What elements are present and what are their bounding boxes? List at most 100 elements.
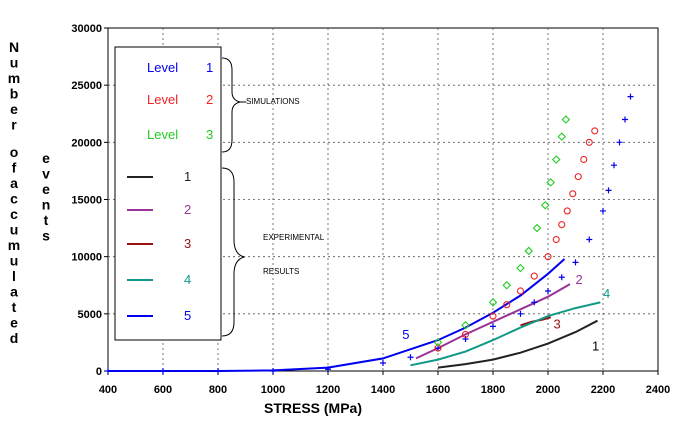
legend-label-experimental-4: 4 [184,272,191,287]
y-axis-label-char: e [10,315,18,331]
y-tick-label: 30000 [71,23,102,35]
y-tick-label: 25000 [71,80,102,92]
legend-label-level-1: Level [147,60,178,75]
simulation-level-3-point [502,280,512,290]
simulation-level-2-point [516,287,525,295]
legend-number-level-3: 3 [206,127,213,142]
simulation-level-2-point [585,138,593,146]
y-axis-label-char: s [42,228,50,244]
simulation-level-2-point [489,312,497,320]
simulation-level-1-point [611,162,617,169]
legend-label-level-2: Level [147,92,178,107]
simulation-level-3-point [551,155,561,164]
simulation-level-3-point [546,178,556,187]
curve-label-1: 1 [592,338,599,353]
legend: Level 1 Level 2 Level 3 1 2 3 4 5 [127,60,213,323]
legend-label-experimental-1: 1 [184,169,191,184]
tick-labels: 400 600 800 1000 1200 1400 1600 1800 2000 2200 240… [71,23,670,396]
y-axis-label-char: c [10,206,18,222]
curve-label-4: 4 [603,286,610,301]
simulation-level-2-point [580,155,588,164]
simulations-annotation: SIMULATIONS [246,97,300,106]
y-axis-label-char: n [42,197,51,213]
experimental-series-5-line [108,258,566,372]
y-tick-label: 5000 [78,309,102,321]
x-tick-label: 1800 [481,384,505,396]
simulation-level-2-point [574,173,582,181]
simulation-level-1-point [558,274,565,281]
simulation-level-1-point [160,368,166,374]
y-axis-label-char: l [12,268,16,284]
simulation-level-3-point [488,298,498,307]
simulation-level-2-point [563,207,571,215]
simulation-level-3-point [540,200,550,210]
simulation-level-1-point [545,287,551,294]
simulation-level-2-point [558,221,566,229]
legend-braces [221,57,246,337]
simulation-level-3-point [561,115,571,124]
simulation-level-3-point [433,338,443,347]
curve-labels: 1 2 3 4 5 [402,272,610,353]
x-tick-label: 400 [99,384,117,396]
y-axis-label-char: a [10,175,18,191]
y-axis-label-char: c [10,191,18,207]
experimental-series-1-line [437,319,598,369]
y-axis-label-char: m [8,237,20,253]
y-axis-label-char: b [10,86,19,102]
x-axis-label: STRESS (MPa) [264,400,362,416]
x-tick-label: 1000 [261,384,285,396]
y-tick-label: 15000 [71,195,102,207]
x-tick-label: 2200 [591,384,615,396]
simulation-level-1-point [627,93,634,100]
simulation-level-3-point [532,223,542,233]
simulation-level-1-point [407,354,414,361]
simulation-level-1-point [616,139,623,146]
simulation-level-1-point [572,259,579,266]
simulation-level-1-point [325,366,331,373]
x-tick-label: 600 [154,384,172,396]
y-axis-label-char: t [12,299,17,315]
simulation-level-2-point [591,127,599,135]
y-axis-label-char: o [10,144,19,160]
curve-label-2: 2 [576,272,583,287]
simulation-level-3-point [461,320,470,330]
simulation-level-2-point [544,253,552,261]
legend-label-experimental-3: 3 [184,236,191,251]
legend-label-level-3: Level [147,127,178,142]
x-tick-label: 1200 [316,384,340,396]
simulation-level-3-point [524,246,534,256]
experimental-annotation: EXPERIMENTAL [263,233,325,242]
results-annotation: RESULTS [263,267,299,276]
y-axis-label-char: d [10,330,19,346]
simulation-level-2-point [461,330,470,338]
y-tick-label: 20000 [71,137,102,149]
simulation-level-1-point [270,368,276,374]
simulation-level-1-point [605,187,612,194]
y-axis-label-char: t [44,212,49,228]
legend-label-experimental-2: 2 [184,202,191,217]
experimental-brace [221,167,246,337]
legend-box [114,46,222,341]
y-axis-label-char: u [10,222,19,238]
simulation-level-2-point [503,301,511,309]
x-tick-label: 1600 [426,384,450,396]
y-axis-label-char: v [42,166,50,182]
x-tick-label: 2000 [536,384,560,396]
series-layer [105,65,634,374]
y-axis-label-char: N [9,39,19,55]
simulation-level-2-point [434,344,442,352]
simulation-level-3-point [557,132,567,141]
legend-number-level-2: 2 [206,92,213,107]
simulation-level-2-point [530,272,538,280]
experimental-series-2-line [415,283,571,360]
y-axis-label-char: f [12,160,17,176]
simulation-level-1-point [622,116,628,123]
y-axis-label-char: u [10,253,19,269]
y-axis-label-char: u [10,55,19,71]
legend-number-level-1: 1 [206,60,213,75]
simulation-level-1-point [380,359,386,366]
x-tick-label: 1400 [371,384,395,396]
simulation-level-1-point [105,368,111,374]
y-axis-label-char: e [10,101,18,117]
